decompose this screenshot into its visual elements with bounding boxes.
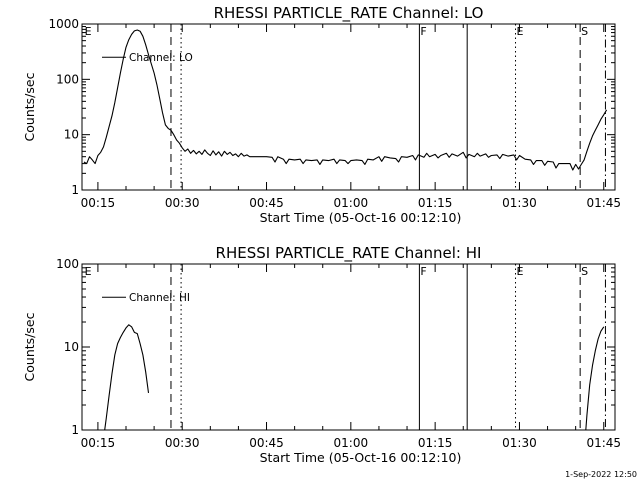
series-line-channel-hi: [585, 326, 605, 431]
event-marker-label: E: [517, 265, 524, 278]
x-tick-label: 00:15: [81, 436, 116, 450]
chart-title: RHESSI PARTICLE_RATE Channel: HI: [216, 244, 482, 263]
timestamp-label: 1-Sep-2022 12:50: [565, 470, 637, 479]
x-tick-label: 00:45: [249, 196, 284, 210]
chart-panel-1: RHESSI PARTICLE_RATE Channel: LO 00:15 00:…: [22, 4, 621, 225]
y-tick-label: 10: [64, 128, 79, 142]
x-tick-label: 01:30: [502, 196, 537, 210]
x-tick-label: 01:00: [334, 436, 369, 450]
x-tick-label: 01:15: [418, 196, 453, 210]
chart-title: RHESSI PARTICLE_RATE Channel: LO: [214, 4, 484, 23]
series-line-channel-hi: [104, 324, 150, 431]
plot-frame: [81, 23, 616, 191]
event-marker-label: S: [581, 265, 588, 278]
y-tick-label: 10: [64, 340, 79, 354]
x-tick-label: 01:30: [502, 436, 537, 450]
event-marker-label: F: [420, 265, 426, 278]
y-tick-label: 1: [71, 183, 79, 197]
event-marker-label: E: [517, 25, 524, 38]
x-axis-label: Start Time (05-Oct-16 00:12:10): [260, 210, 462, 225]
legend-label: Channel: HI: [129, 292, 190, 304]
y-tick-label: 1: [71, 423, 79, 437]
x-tick-label: 00:15: [81, 196, 116, 210]
series-line-channel-lo: [83, 29, 608, 171]
x-tick-label: 00:30: [165, 196, 200, 210]
y-axis-label: Counts/sec: [22, 72, 37, 141]
chart-panel-2: RHESSI PARTICLE_RATE Channel: HI 00:15 00:…: [22, 244, 621, 465]
x-tick-label: 00:45: [249, 436, 284, 450]
x-axis-label: Start Time (05-Oct-16 00:12:10): [260, 450, 462, 465]
y-tick-label: 100: [56, 72, 79, 86]
x-tick-label: 00:30: [165, 436, 200, 450]
x-tick-label: 01:15: [418, 436, 453, 450]
legend-label: Channel: LO: [129, 52, 193, 64]
y-tick-label: 100: [56, 257, 79, 271]
x-tick-label: 01:00: [334, 196, 369, 210]
x-tick-label: 01:45: [586, 196, 621, 210]
y-axis-label: Counts/sec: [22, 312, 37, 381]
event-marker-label: E: [85, 25, 92, 38]
event-marker-label: E: [85, 265, 92, 278]
event-marker-label: S: [581, 25, 588, 38]
y-tick-label: 1000: [48, 17, 79, 31]
x-tick-label: 01:45: [586, 436, 621, 450]
event-marker-label: F: [420, 25, 426, 38]
